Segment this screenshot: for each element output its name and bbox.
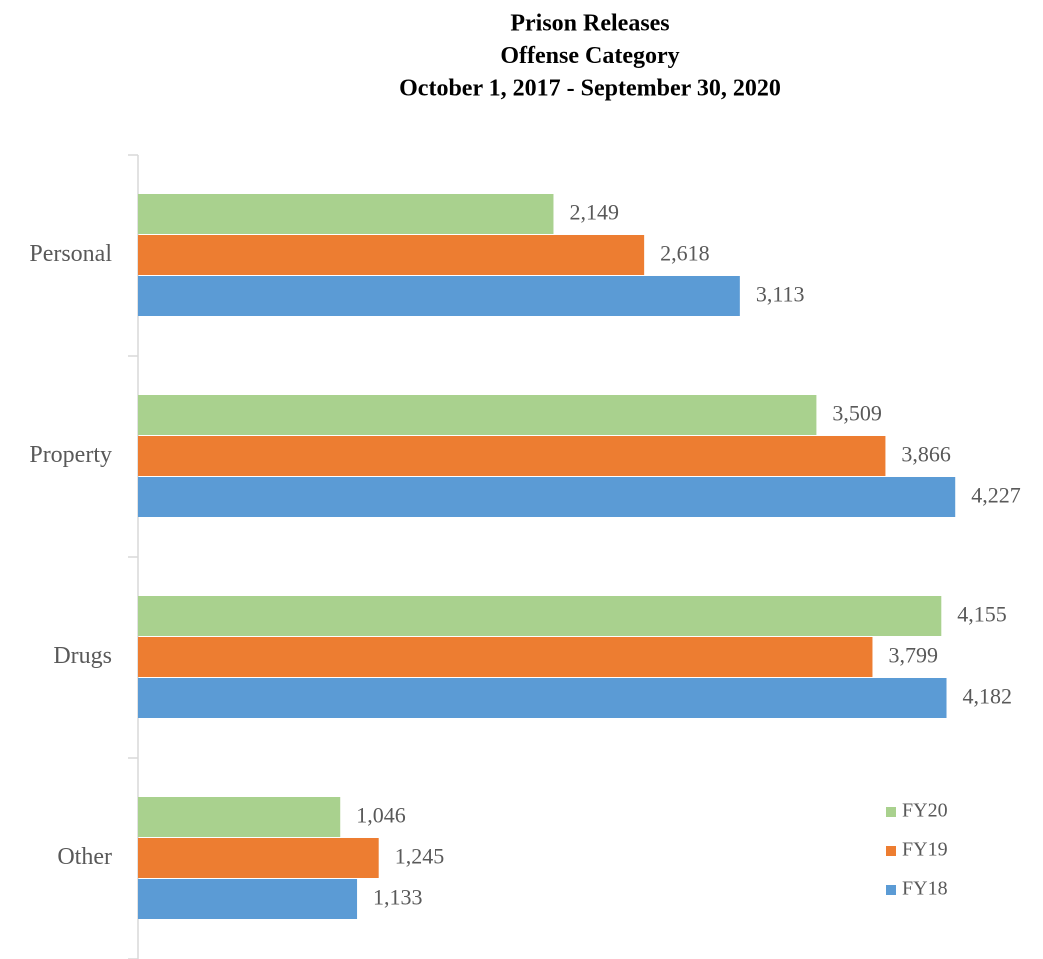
bar xyxy=(138,596,942,636)
legend-label: FY19 xyxy=(902,839,948,861)
value-label: 2,618 xyxy=(660,241,710,266)
bar xyxy=(138,477,956,517)
value-label: 1,245 xyxy=(395,844,445,869)
chart-title: Prison Releases xyxy=(510,11,669,37)
bar xyxy=(138,637,873,677)
legend-label: FY20 xyxy=(902,800,948,822)
bar xyxy=(138,879,358,919)
bar xyxy=(138,838,379,878)
legend-swatch xyxy=(886,807,896,817)
bar xyxy=(138,436,886,476)
value-label: 4,182 xyxy=(963,684,1013,709)
legend-swatch xyxy=(886,846,896,856)
legend-swatch xyxy=(886,885,896,895)
category-label: Other xyxy=(57,844,112,870)
bar xyxy=(138,276,740,316)
category-label: Drugs xyxy=(53,643,112,669)
value-label: 2,149 xyxy=(569,200,619,225)
value-label: 4,227 xyxy=(971,483,1021,508)
value-label: 1,133 xyxy=(373,885,423,910)
value-label: 3,799 xyxy=(888,643,938,668)
legend-label: FY18 xyxy=(902,878,948,900)
category-label: Property xyxy=(29,442,112,468)
chart-title: October 1, 2017 - September 30, 2020 xyxy=(399,76,781,102)
value-label: 1,046 xyxy=(356,803,406,828)
value-label: 3,866 xyxy=(901,442,951,467)
category-label: Personal xyxy=(29,241,112,267)
value-label: 3,509 xyxy=(832,401,882,426)
value-label: 4,155 xyxy=(957,602,1007,627)
bar xyxy=(138,235,645,275)
chart-title: Offense Category xyxy=(500,43,679,69)
value-label: 3,113 xyxy=(756,282,805,307)
bar xyxy=(138,395,817,435)
bar xyxy=(138,194,554,234)
bar xyxy=(138,678,947,718)
bar xyxy=(138,797,341,837)
